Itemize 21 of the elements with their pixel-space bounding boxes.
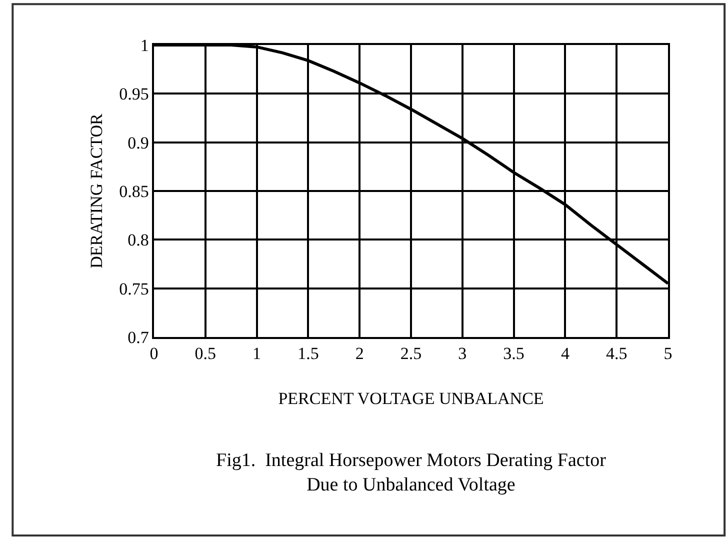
x-tick-label: 1.5: [298, 344, 319, 364]
x-tick-label: 4.5: [606, 344, 628, 364]
y-tick-label: 1: [140, 36, 149, 55]
y-tick-label: 0.75: [119, 279, 149, 298]
x-tick-label: 4: [560, 344, 570, 364]
x-tick-label: 2: [355, 344, 364, 364]
y-axis-title: DERATING FACTOR: [87, 112, 106, 268]
caption: Fig1. Integral Horsepower Motors Derating Factor Due to Unbalanced Voltage: [216, 450, 607, 496]
y-tick-label: 0.9: [128, 133, 149, 152]
y-tick-label: 0.95: [119, 84, 149, 104]
x-tick-label: 0.5: [194, 344, 216, 364]
x-tick-label: 0: [150, 344, 158, 364]
y-tick-label: 0.8: [128, 230, 149, 250]
x-tick-label: 1: [252, 344, 262, 364]
x-tick-label: 3.5: [503, 344, 524, 364]
x-tick-label: 2.5: [400, 344, 422, 364]
x-tick-label: 3: [458, 344, 467, 364]
x-tick-label: 5: [664, 344, 672, 364]
y-tick-label: 0.7: [128, 328, 150, 347]
y-tick-label: 0.85: [119, 182, 149, 201]
x-axis-title: PERCENT VOLTAGE UNBALANCE: [278, 389, 544, 408]
